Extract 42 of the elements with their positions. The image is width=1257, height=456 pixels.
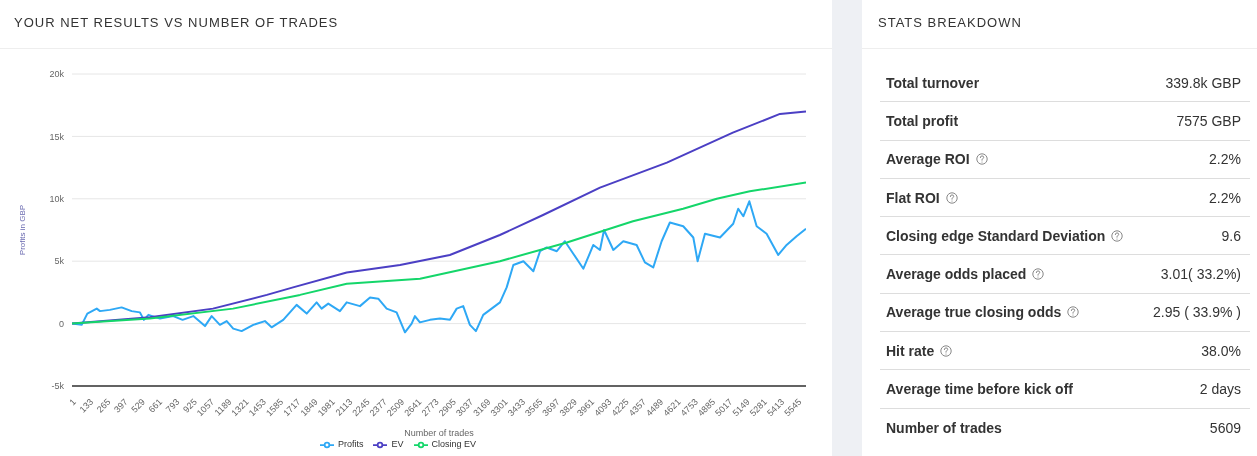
text: 2 days: [1199, 381, 1241, 398]
y-tick-label: 5k: [54, 256, 65, 267]
y-axis-title: Profits in GBP: [17, 204, 27, 256]
text: Hit rate: [886, 342, 936, 359]
text: Closing edge Standard Deviation: [886, 227, 1107, 244]
x-axis-title: Number of trades: [404, 428, 475, 438]
text: Average odds placed: [886, 266, 1028, 283]
text: 7575 GBP: [1176, 112, 1241, 129]
text: 339.8k GBP: [1165, 74, 1241, 91]
text: 5609: [1209, 419, 1241, 436]
text: 2.95 ( 33.9% ): [1153, 304, 1241, 321]
text: 9.6: [1221, 227, 1241, 244]
chart-title: YOUR NET RESULTS VS NUMBER OF TRADES: [14, 15, 339, 30]
text: 3.01( 33.2%): [1160, 266, 1241, 283]
text: Average ROI: [886, 151, 971, 168]
text: Number of trades: [886, 419, 1002, 436]
y-tick-label: 15k: [49, 131, 65, 142]
x-tick-label: 529: [129, 396, 148, 415]
line-series: [72, 200, 806, 334]
x-tick-label: 793: [163, 396, 182, 415]
text: STATS BREAKDOWN: [878, 15, 1022, 30]
text: Average time before kick off: [886, 381, 1073, 398]
text: Total profit: [886, 112, 959, 129]
y-tick-label: -5k: [51, 381, 65, 392]
x-tick-label: 661: [146, 396, 165, 415]
text: Average true closing odds: [886, 304, 1063, 321]
text: Total turnover: [886, 74, 980, 91]
text: Flat ROI: [886, 189, 941, 206]
y-tick-label: 0: [58, 318, 64, 329]
y-tick-label: 20k: [49, 69, 65, 80]
text: 2.2%: [1209, 151, 1241, 168]
legend-label: Closing EV: [431, 439, 477, 450]
y-tick-label: 10k: [49, 194, 65, 204]
x-tick-label: 133: [77, 396, 96, 415]
x-tick-label: 265: [94, 396, 113, 415]
x-tick-label: 397: [112, 396, 130, 415]
text: 2.2%: [1209, 189, 1241, 206]
text: 38.0%: [1201, 342, 1241, 359]
x-tick-label: 1: [67, 396, 78, 408]
line-series: [72, 181, 806, 325]
legend-label: EV: [391, 439, 404, 450]
legend-label: Profits: [337, 439, 364, 450]
